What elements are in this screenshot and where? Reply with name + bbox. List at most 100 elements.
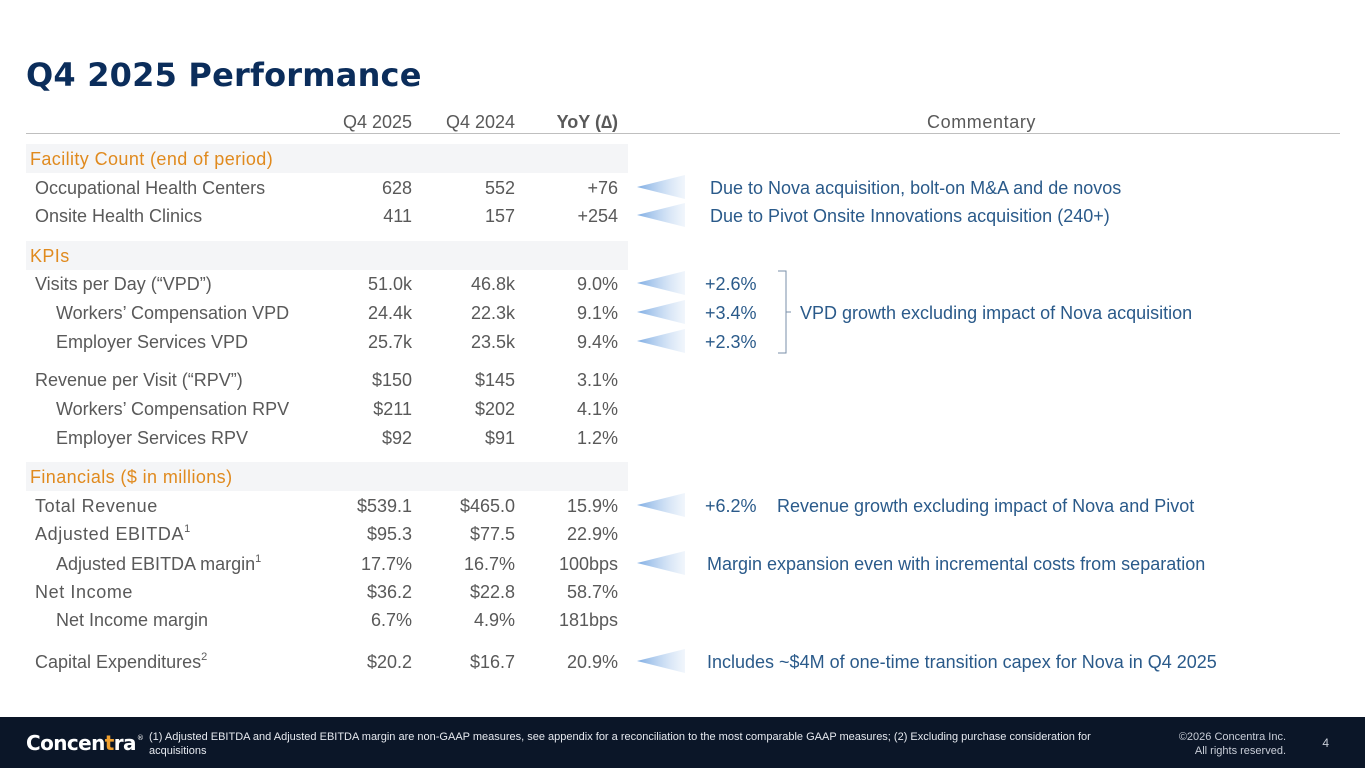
- header-divider: [26, 133, 1340, 134]
- row-label: Net Income margin: [56, 610, 209, 630]
- value-q4-2025: 24.4k: [367, 303, 412, 323]
- value-q4-2024: $465.0: [459, 496, 515, 516]
- commentary-margin-note: Margin expansion even with incremental c…: [707, 554, 1206, 574]
- row-label: Visits per Day (“VPD”): [35, 274, 212, 294]
- footer: Concentra® (1) Adjusted EBITDA and Adjus…: [0, 717, 1365, 768]
- commentary-capex-note: Includes ~$4M of one-time transition cap…: [707, 652, 1217, 672]
- value-q4-2025: $539.1: [356, 496, 412, 516]
- commentary-vpd-wc: +3.4%: [705, 303, 757, 323]
- right-bracket-icon: [778, 270, 791, 354]
- value-q4-2024: $202: [474, 399, 515, 419]
- table-row: Employer Services RPV $92 $91 1.2%: [0, 424, 640, 452]
- value-q4-2025: 51.0k: [367, 274, 412, 294]
- table-row: Workers’ Compensation VPD 24.4k 22.3k 9.…: [0, 299, 640, 327]
- table-row: Visits per Day (“VPD”) 51.0k 46.8k 9.0%: [0, 270, 640, 298]
- value-q4-2024: $91: [484, 428, 515, 448]
- footnote-marker: 1: [255, 553, 262, 565]
- value-q4-2025: $211: [373, 399, 412, 419]
- value-q4-2025: $95.3: [366, 524, 412, 544]
- left-arrow-icon: [637, 493, 685, 517]
- column-header-commentary: Commentary: [927, 112, 1037, 132]
- section-kpis: KPIs: [26, 241, 628, 270]
- value-q4-2025: 17.7%: [360, 554, 412, 574]
- table-row: Occupational Health Centers 628 552 +76: [0, 174, 640, 202]
- section-facility-count: Facility Count (end of period): [26, 144, 628, 173]
- row-label: Adjusted EBITDA margin1: [56, 553, 262, 575]
- value-q4-2025: $20.2: [366, 652, 412, 672]
- left-arrow-icon: [637, 649, 685, 673]
- commentary-vpd-total: +2.6%: [705, 274, 757, 294]
- table-row: Adjusted EBITDA1 $95.3 $77.5 22.9%: [0, 520, 640, 548]
- row-label: Occupational Health Centers: [35, 178, 266, 198]
- value-q4-2024: 4.9%: [473, 610, 515, 630]
- table-row: Revenue per Visit (“RPV”) $150 $145 3.1%: [0, 366, 640, 394]
- value-yoy: 22.9%: [566, 524, 618, 544]
- section-financials: Financials ($ in millions): [26, 462, 628, 491]
- commentary-onsite-clinics: Due to Pivot Onsite Innovations acquisit…: [710, 206, 1110, 226]
- value-q4-2024: $22.8: [469, 582, 515, 602]
- table-row: Employer Services VPD 25.7k 23.5k 9.4%: [0, 328, 640, 356]
- left-arrow-icon: [637, 271, 685, 295]
- value-yoy: +76: [587, 178, 618, 198]
- column-header-q4-2025: Q4 2025: [342, 112, 412, 132]
- table-row: Net Income margin 6.7% 4.9% 181bps: [0, 606, 640, 634]
- row-label: Workers’ Compensation RPV: [56, 399, 290, 419]
- value-q4-2024: $16.7: [469, 652, 515, 672]
- value-q4-2025: $150: [371, 370, 412, 390]
- left-arrow-icon: [637, 203, 685, 227]
- copyright: ©2026 Concentra Inc. All rights reserved…: [1178, 731, 1286, 757]
- value-q4-2025: 6.7%: [370, 610, 412, 630]
- value-q4-2024: 552: [484, 178, 515, 198]
- footnotes: (1) Adjusted EBITDA and Adjusted EBITDA …: [149, 731, 1091, 757]
- row-label: Capital Expenditures2: [35, 651, 208, 673]
- left-arrow-icon: [637, 551, 685, 575]
- row-label: Adjusted EBITDA1: [35, 523, 191, 545]
- value-yoy: 100bps: [558, 554, 618, 574]
- value-yoy: 181bps: [558, 610, 618, 630]
- value-q4-2024: 157: [484, 206, 515, 226]
- value-yoy: 1.2%: [576, 428, 618, 448]
- value-q4-2024: 16.7%: [463, 554, 515, 574]
- left-arrow-icon: [637, 329, 685, 353]
- commentary-occupational-health: Due to Nova acquisition, bolt-on M&A and…: [710, 178, 1122, 198]
- concentra-logo: Concentra®: [26, 731, 144, 755]
- column-header-yoy: YoY (∆): [556, 112, 618, 132]
- page-title: Q4 2025 Performance: [26, 56, 422, 94]
- value-yoy: 4.1%: [576, 399, 618, 419]
- table-row: Net Income $36.2 $22.8 58.7%: [0, 578, 640, 606]
- section-label: Financials ($ in millions): [30, 467, 233, 487]
- value-yoy: +254: [577, 206, 618, 226]
- commentary-vpd-es: +2.3%: [705, 332, 757, 352]
- table-row: Total Revenue $539.1 $465.0 15.9%: [0, 492, 640, 520]
- value-q4-2025: 628: [381, 178, 412, 198]
- section-label: Facility Count (end of period): [30, 149, 274, 169]
- value-yoy: 15.9%: [566, 496, 618, 516]
- commentary-revenue-value: +6.2%: [705, 496, 757, 516]
- commentary-vpd-note: VPD growth excluding impact of Nova acqu…: [800, 303, 1193, 323]
- value-q4-2025: 411: [383, 206, 412, 226]
- left-arrow-icon: [637, 175, 685, 199]
- value-q4-2025: $36.2: [366, 582, 412, 602]
- value-q4-2024: $77.5: [469, 524, 515, 544]
- table-row: Adjusted EBITDA margin1 17.7% 16.7% 100b…: [0, 550, 640, 578]
- value-q4-2025: $92: [381, 428, 412, 448]
- page-number: 4: [1322, 736, 1329, 750]
- row-label: Revenue per Visit (“RPV”): [35, 370, 243, 390]
- value-yoy: 9.4%: [576, 332, 618, 352]
- value-yoy: 9.0%: [576, 274, 618, 294]
- left-arrow-icon: [637, 300, 685, 324]
- value-q4-2024: 23.5k: [470, 332, 515, 352]
- value-yoy: 3.1%: [576, 370, 618, 390]
- table-row: Capital Expenditures2 $20.2 $16.7 20.9%: [0, 648, 640, 676]
- row-label: Workers’ Compensation VPD: [56, 303, 290, 323]
- row-label: Net Income: [35, 582, 134, 602]
- table-row: Onsite Health Clinics 411 157 +254: [0, 202, 640, 230]
- row-label: Employer Services VPD: [56, 332, 249, 352]
- table-row: Workers’ Compensation RPV $211 $202 4.1%: [0, 395, 640, 423]
- value-yoy: 20.9%: [566, 652, 618, 672]
- value-q4-2024: $145: [474, 370, 515, 390]
- value-q4-2024: 22.3k: [470, 303, 515, 323]
- commentary-revenue-note: Revenue growth excluding impact of Nova …: [777, 496, 1195, 516]
- footnote-marker: 1: [184, 523, 191, 535]
- section-label: KPIs: [30, 246, 70, 266]
